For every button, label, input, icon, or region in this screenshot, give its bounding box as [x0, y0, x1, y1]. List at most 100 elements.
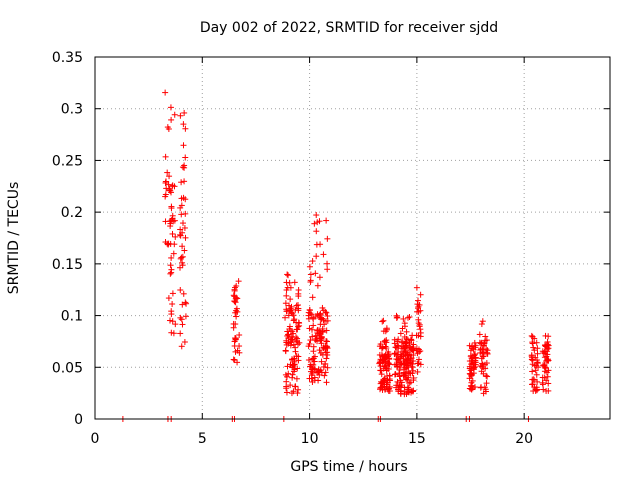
data-point: [181, 224, 188, 231]
data-point: [179, 243, 186, 250]
y-tick-label: 0.1: [61, 309, 83, 325]
data-point: [395, 348, 402, 355]
data-point: [178, 316, 185, 323]
data-point: [408, 337, 415, 344]
data-point: [182, 210, 189, 217]
data-point: [383, 325, 390, 332]
data-point: [410, 377, 417, 384]
data-point: [177, 286, 184, 293]
y-tick-label: 0.25: [52, 153, 83, 169]
data-point: [310, 343, 317, 350]
data-point: [320, 316, 327, 323]
y-tick-label: 0.15: [52, 257, 83, 273]
data-point: [178, 211, 185, 218]
data-point: [377, 363, 384, 370]
data-point: [165, 241, 172, 248]
data-point: [182, 234, 189, 241]
data-point: [323, 355, 330, 362]
data-point: [480, 364, 487, 371]
data-point: [169, 182, 176, 189]
chart-title: Day 002 of 2022, SRMTID for receiver sjd…: [200, 20, 498, 36]
data-point: [545, 342, 552, 349]
data-point: [309, 258, 316, 265]
data-point: [233, 282, 240, 289]
data-point: [376, 343, 383, 350]
data-point: [283, 385, 290, 392]
data-point: [169, 318, 176, 325]
data-point: [399, 325, 406, 332]
data-point: [292, 306, 299, 313]
data-point: [172, 321, 179, 328]
data-point: [322, 360, 329, 367]
data-point: [534, 350, 541, 357]
data-point: [394, 378, 401, 385]
data-point: [285, 272, 292, 279]
data-point: [283, 292, 290, 299]
data-point: [318, 358, 325, 365]
data-point: [230, 356, 237, 363]
data-point: [310, 322, 317, 329]
data-point: [230, 324, 237, 331]
data-point: [230, 292, 237, 299]
data-point: [323, 318, 330, 325]
data-point: [309, 369, 316, 376]
data-point: [542, 348, 549, 355]
data-point: [232, 295, 239, 302]
data-point: [483, 346, 490, 353]
data-point: [295, 305, 302, 312]
data-point: [314, 338, 321, 345]
data-point: [282, 300, 289, 307]
data-point: [289, 357, 296, 364]
data-point: [181, 178, 188, 185]
data-point: [534, 378, 541, 385]
data-point: [394, 342, 401, 349]
data-point: [282, 314, 289, 321]
data-point: [481, 384, 488, 391]
data-point: [477, 345, 484, 352]
data-point: [529, 368, 536, 375]
data-point: [283, 378, 290, 385]
data-point: [178, 179, 185, 186]
data-point: [308, 326, 315, 333]
data-point: [406, 380, 413, 387]
data-point: [413, 284, 420, 291]
data-point: [292, 383, 299, 390]
data-point: [379, 344, 386, 351]
data-point: [316, 330, 323, 337]
data-point: [283, 279, 290, 286]
data-point: [317, 321, 324, 328]
data-point: [169, 212, 176, 219]
y-tick-label: 0.2: [61, 205, 83, 221]
data-point: [405, 389, 412, 396]
data-point: [290, 368, 297, 375]
x-tick-label: 15: [408, 431, 426, 447]
data-point: [166, 173, 173, 180]
data-point: [385, 351, 392, 358]
data-point: [168, 205, 175, 212]
data-point: [314, 282, 321, 289]
data-point: [168, 311, 175, 318]
data-point: [286, 325, 293, 332]
data-point: [398, 345, 405, 352]
data-point: [469, 354, 476, 361]
data-point: [235, 278, 242, 285]
data-point: [471, 351, 478, 358]
data-point: [309, 294, 316, 301]
data-point: [406, 313, 413, 320]
data-point: [283, 389, 290, 396]
data-point: [182, 313, 189, 320]
data-point: [295, 319, 302, 326]
data-point: [470, 346, 477, 353]
data-point: [318, 334, 325, 341]
data-point: [234, 359, 241, 366]
data-point: [393, 384, 400, 391]
data-point: [283, 306, 290, 313]
data-point: [306, 307, 313, 314]
data-point: [167, 262, 174, 269]
data-point: [162, 178, 169, 185]
data-point: [400, 369, 407, 376]
data-point: [533, 339, 540, 346]
data-point: [179, 301, 186, 308]
data-point: [482, 337, 489, 344]
data-point: [533, 371, 540, 378]
